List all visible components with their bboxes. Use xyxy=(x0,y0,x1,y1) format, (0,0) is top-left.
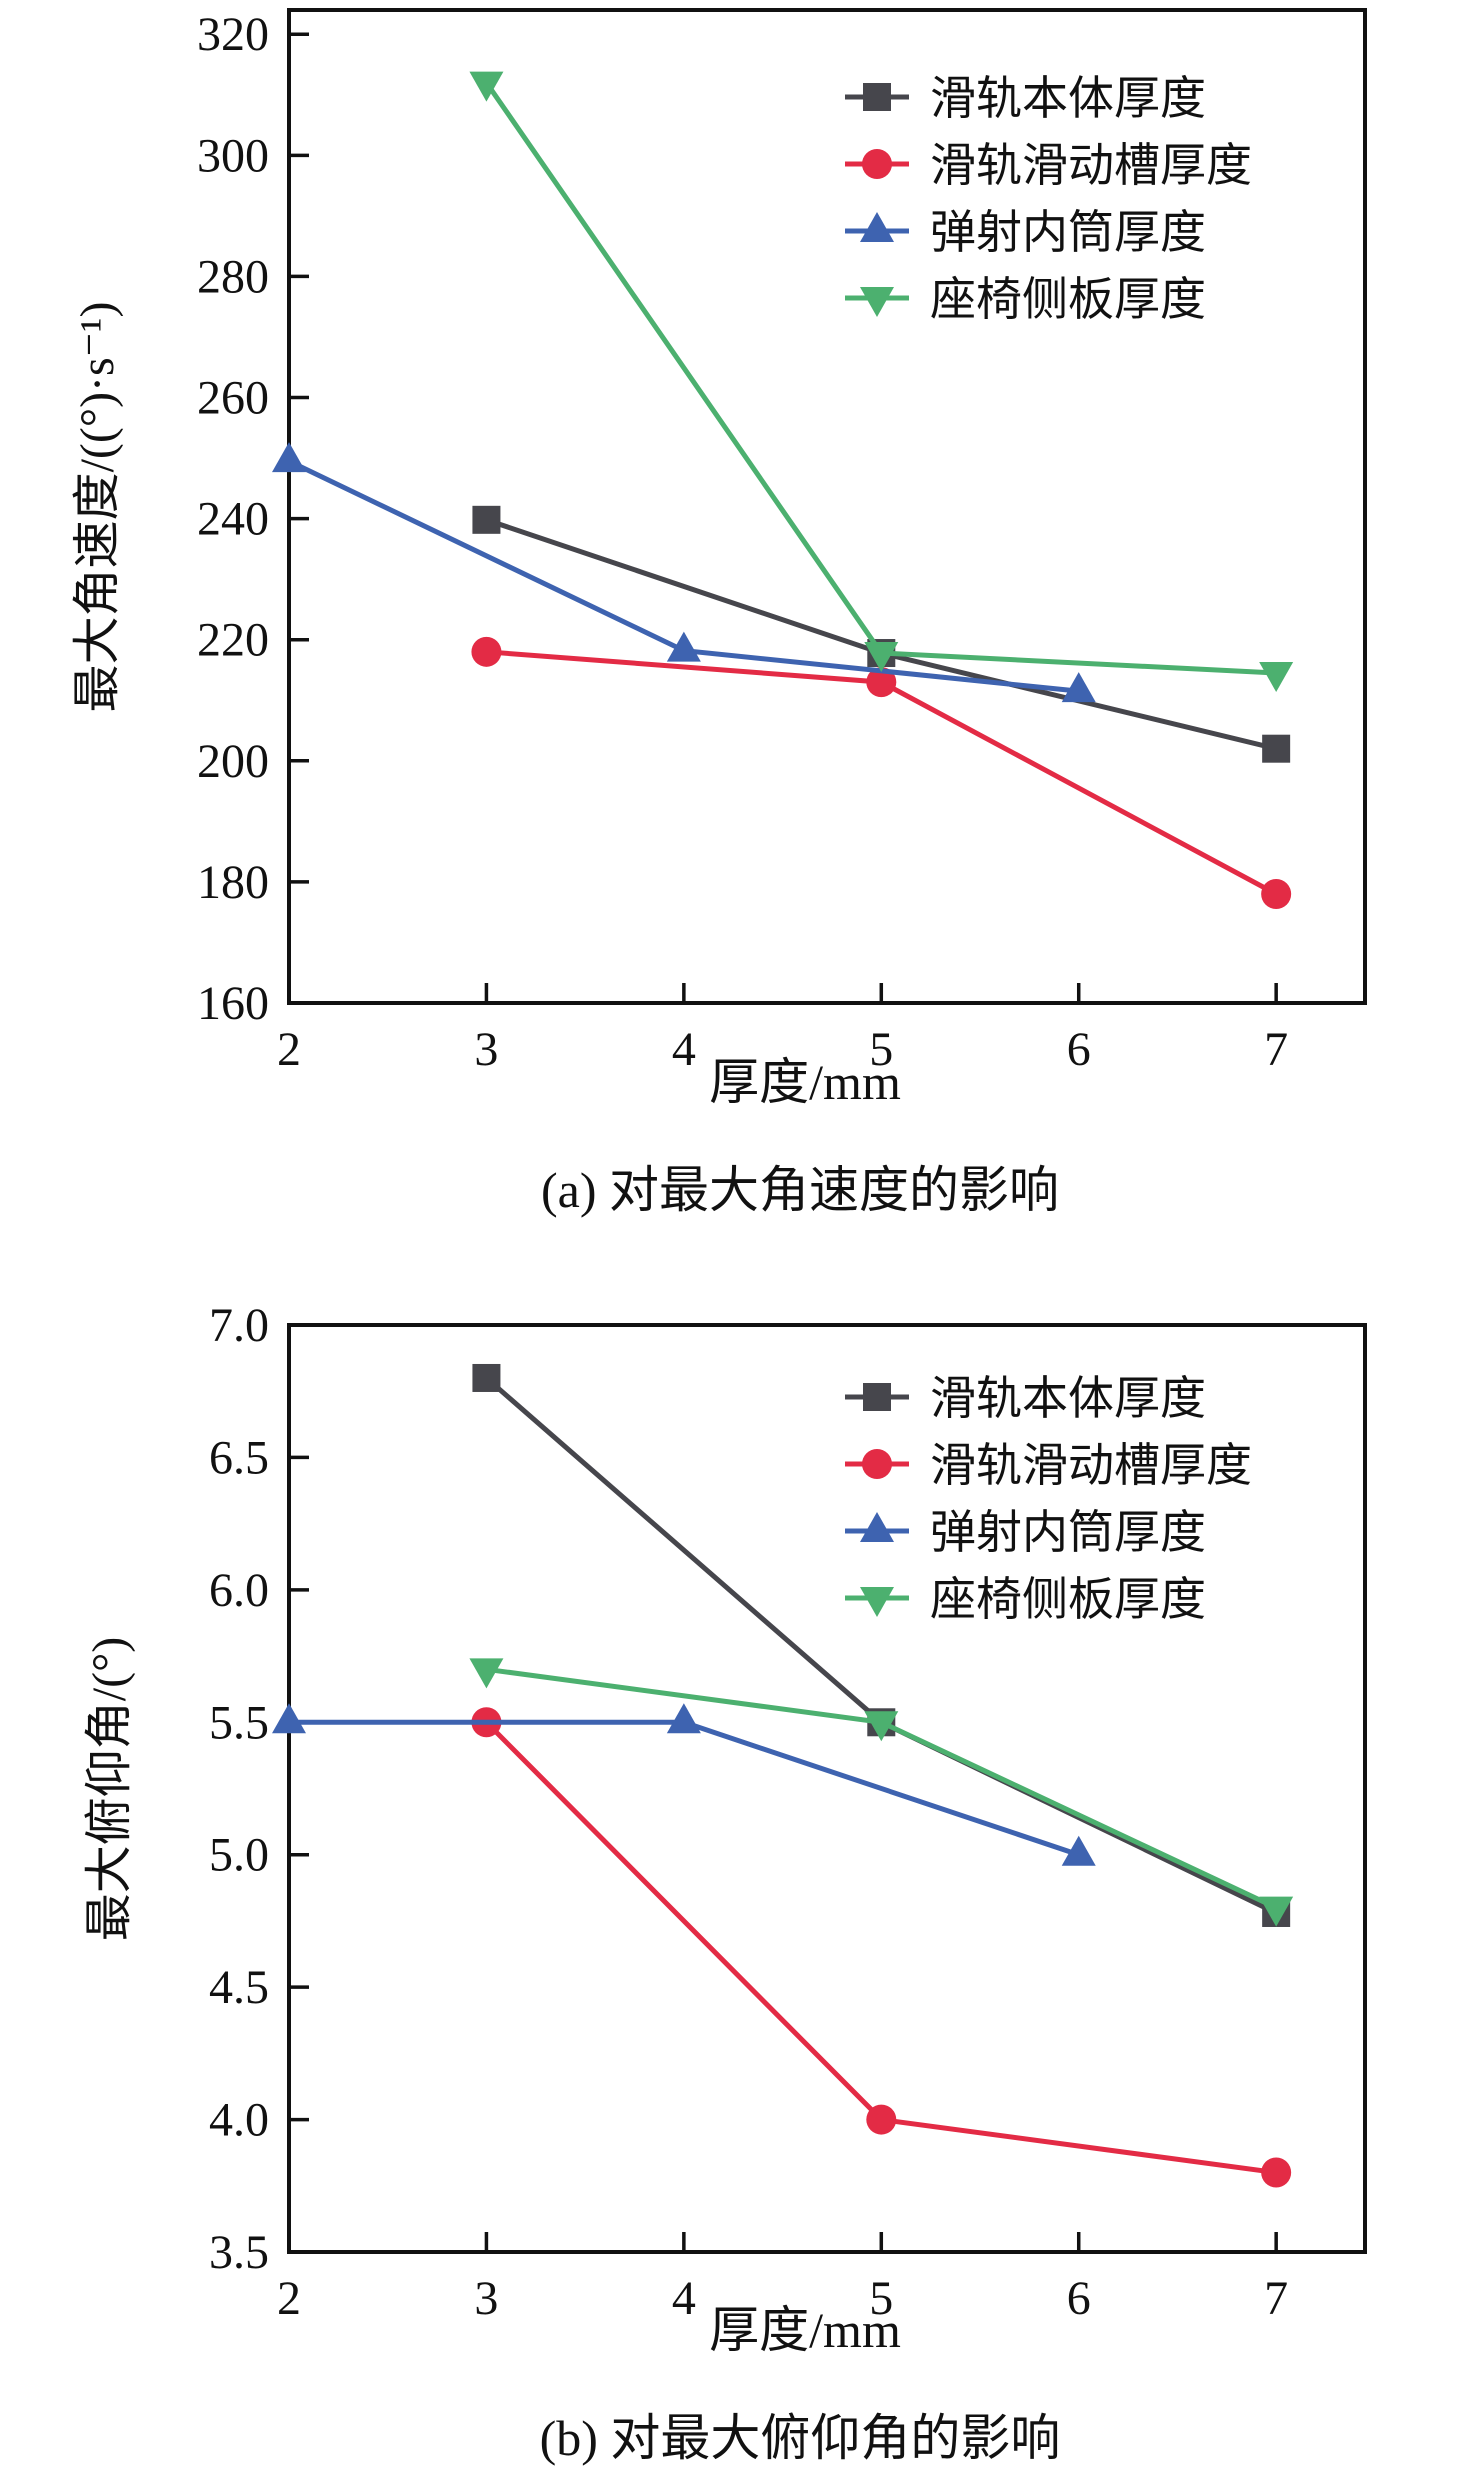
chart-a-max-angular-velocity: 2 3 4 5 6 7 160 180 200 220 240 260 280 300 320 滑轨本体厚度滑… xyxy=(197,8,1367,1076)
legend-item-弹射内筒厚度: 弹射内筒厚度 xyxy=(845,1507,1206,1558)
data-point-triangle-down xyxy=(1259,1896,1294,1927)
x-tick-label: 3 xyxy=(474,2272,498,2325)
legend-marker-triangle-up xyxy=(860,212,894,242)
legend-label: 弹射内筒厚度 xyxy=(930,1507,1206,1558)
chart-b-y-axis-label: 最大俯仰角/(°) xyxy=(83,1636,136,1942)
legend-label: 滑轨滑动槽厚度 xyxy=(930,140,1252,191)
axes: 2 3 4 5 6 7 3.5 4.0 4.5 5.0 5.5 6.0 6.5 7.0 xyxy=(209,1299,1367,2325)
chart-b-caption: (b) 对最大俯仰角的影响 xyxy=(539,2410,1061,2466)
legend-marker-triangle-down xyxy=(860,287,894,317)
data-point-triangle-up xyxy=(1061,1835,1096,1866)
y-tick-label: 4.5 xyxy=(209,1961,269,2014)
x-tick-label: 6 xyxy=(1067,2272,1091,2325)
data-point-triangle-down xyxy=(469,71,504,102)
legend-marker-square xyxy=(863,83,891,111)
chart-a-caption: (a) 对最大角速度的影响 xyxy=(541,1162,1059,1218)
legend-label: 座椅侧板厚度 xyxy=(930,1574,1206,1625)
x-tick-label: 6 xyxy=(1067,1023,1091,1076)
axes: 2 3 4 5 6 7 160 180 200 220 240 260 280 300 320 xyxy=(197,8,1367,1076)
legend-marker-circle xyxy=(862,1449,892,1479)
legend-label: 滑轨本体厚度 xyxy=(930,73,1206,124)
legend-marker-triangle-down xyxy=(860,1587,894,1617)
data-point-triangle-up xyxy=(272,1703,306,1734)
legend-item-滑轨本体厚度: 滑轨本体厚度 xyxy=(845,73,1206,124)
data-point-triangle-up xyxy=(666,1703,701,1734)
legend-item-滑轨本体厚度: 滑轨本体厚度 xyxy=(845,1373,1206,1424)
data-point-square xyxy=(1262,734,1291,763)
data-point-triangle-up xyxy=(666,631,701,662)
y-tick-label: 6.0 xyxy=(209,1564,269,1617)
plot-frame xyxy=(287,8,1367,1005)
chart-a-x-axis-label: 厚度/mm xyxy=(709,1054,901,1110)
data-point-square xyxy=(472,505,501,534)
series-line xyxy=(485,517,1277,752)
series-座椅侧板厚度 xyxy=(469,1658,1294,1927)
y-tick-label: 240 xyxy=(197,493,269,546)
y-tick-label: 320 xyxy=(197,8,269,61)
series-座椅侧板厚度 xyxy=(469,71,1294,693)
legend-item-滑轨滑动槽厚度: 滑轨滑动槽厚度 xyxy=(845,1440,1252,1491)
legend-label: 座椅侧板厚度 xyxy=(930,274,1206,325)
y-tick-label: 4.0 xyxy=(209,2094,269,2147)
x-tick-label: 7 xyxy=(1264,2272,1288,2325)
data-point-circle xyxy=(866,2104,897,2135)
series-滑轨滑动槽厚度 xyxy=(471,636,1292,910)
x-tick-label: 2 xyxy=(277,1023,301,1076)
data-point-square xyxy=(472,1363,501,1392)
legend-marker-square xyxy=(863,1383,891,1411)
x-tick-label: 2 xyxy=(277,2272,301,2325)
x-tick-label: 4 xyxy=(672,2272,696,2325)
y-tick-label: 300 xyxy=(197,129,269,182)
chart-b-max-pitch-angle: 2 3 4 5 6 7 3.5 4.0 4.5 5.0 5.5 6.0 6.5 7.0 滑轨本体厚度滑轨滑动… xyxy=(209,1299,1367,2325)
series-弹射内筒厚度 xyxy=(272,1703,1096,1866)
legend-item-座椅侧板厚度: 座椅侧板厚度 xyxy=(845,274,1206,325)
series-弹射内筒厚度 xyxy=(272,442,1096,703)
series-line xyxy=(289,1719,1080,1858)
data-point-circle xyxy=(1261,2157,1292,2188)
y-tick-label: 3.5 xyxy=(209,2226,269,2279)
data-point-circle xyxy=(471,636,502,667)
data-point-triangle-down xyxy=(864,642,899,673)
legend-item-滑轨滑动槽厚度: 滑轨滑动槽厚度 xyxy=(845,140,1252,191)
chart-b-x-axis-label: 厚度/mm xyxy=(709,2302,901,2358)
x-tick-label: 7 xyxy=(1264,1023,1288,1076)
legend-item-座椅侧板厚度: 座椅侧板厚度 xyxy=(845,1574,1206,1625)
y-tick-label: 220 xyxy=(197,614,269,667)
x-tick-label: 3 xyxy=(474,1023,498,1076)
legend-label: 滑轨滑动槽厚度 xyxy=(930,1440,1252,1491)
data-point-triangle-up xyxy=(272,442,306,473)
y-tick-label: 180 xyxy=(197,856,269,909)
data-point-triangle-up xyxy=(1061,672,1096,703)
y-tick-label: 260 xyxy=(197,372,269,425)
data-point-circle xyxy=(1261,879,1292,910)
x-tick-label: 5 xyxy=(869,2272,893,2325)
legend-label: 滑轨本体厚度 xyxy=(930,1373,1206,1424)
legend-item-弹射内筒厚度: 弹射内筒厚度 xyxy=(845,207,1206,258)
legend-label: 弹射内筒厚度 xyxy=(930,207,1206,258)
series-滑轨本体厚度 xyxy=(472,505,1291,763)
legend-marker-triangle-up xyxy=(860,1512,894,1542)
data-point-circle xyxy=(866,667,897,698)
data-point-triangle-down xyxy=(864,1711,899,1742)
y-tick-label: 5.0 xyxy=(209,1829,269,1882)
y-tick-label: 200 xyxy=(197,735,269,788)
x-tick-label: 4 xyxy=(672,1023,696,1076)
x-tick-label: 5 xyxy=(869,1023,893,1076)
y-tick-label: 5.5 xyxy=(209,1696,269,1749)
y-tick-label: 160 xyxy=(197,977,269,1030)
data-point-triangle-down xyxy=(469,1658,504,1689)
data-point-triangle-down xyxy=(1259,662,1294,693)
chart-a-y-axis-label: 最大角速度/((°)·s⁻¹) xyxy=(71,301,124,713)
y-tick-label: 6.5 xyxy=(209,1431,269,1484)
legend-marker-circle xyxy=(862,149,892,179)
y-tick-label: 280 xyxy=(197,250,269,303)
plot-frame xyxy=(287,1323,1367,2254)
y-tick-label: 7.0 xyxy=(209,1299,269,1352)
series-滑轨滑动槽厚度 xyxy=(471,1707,1292,2188)
